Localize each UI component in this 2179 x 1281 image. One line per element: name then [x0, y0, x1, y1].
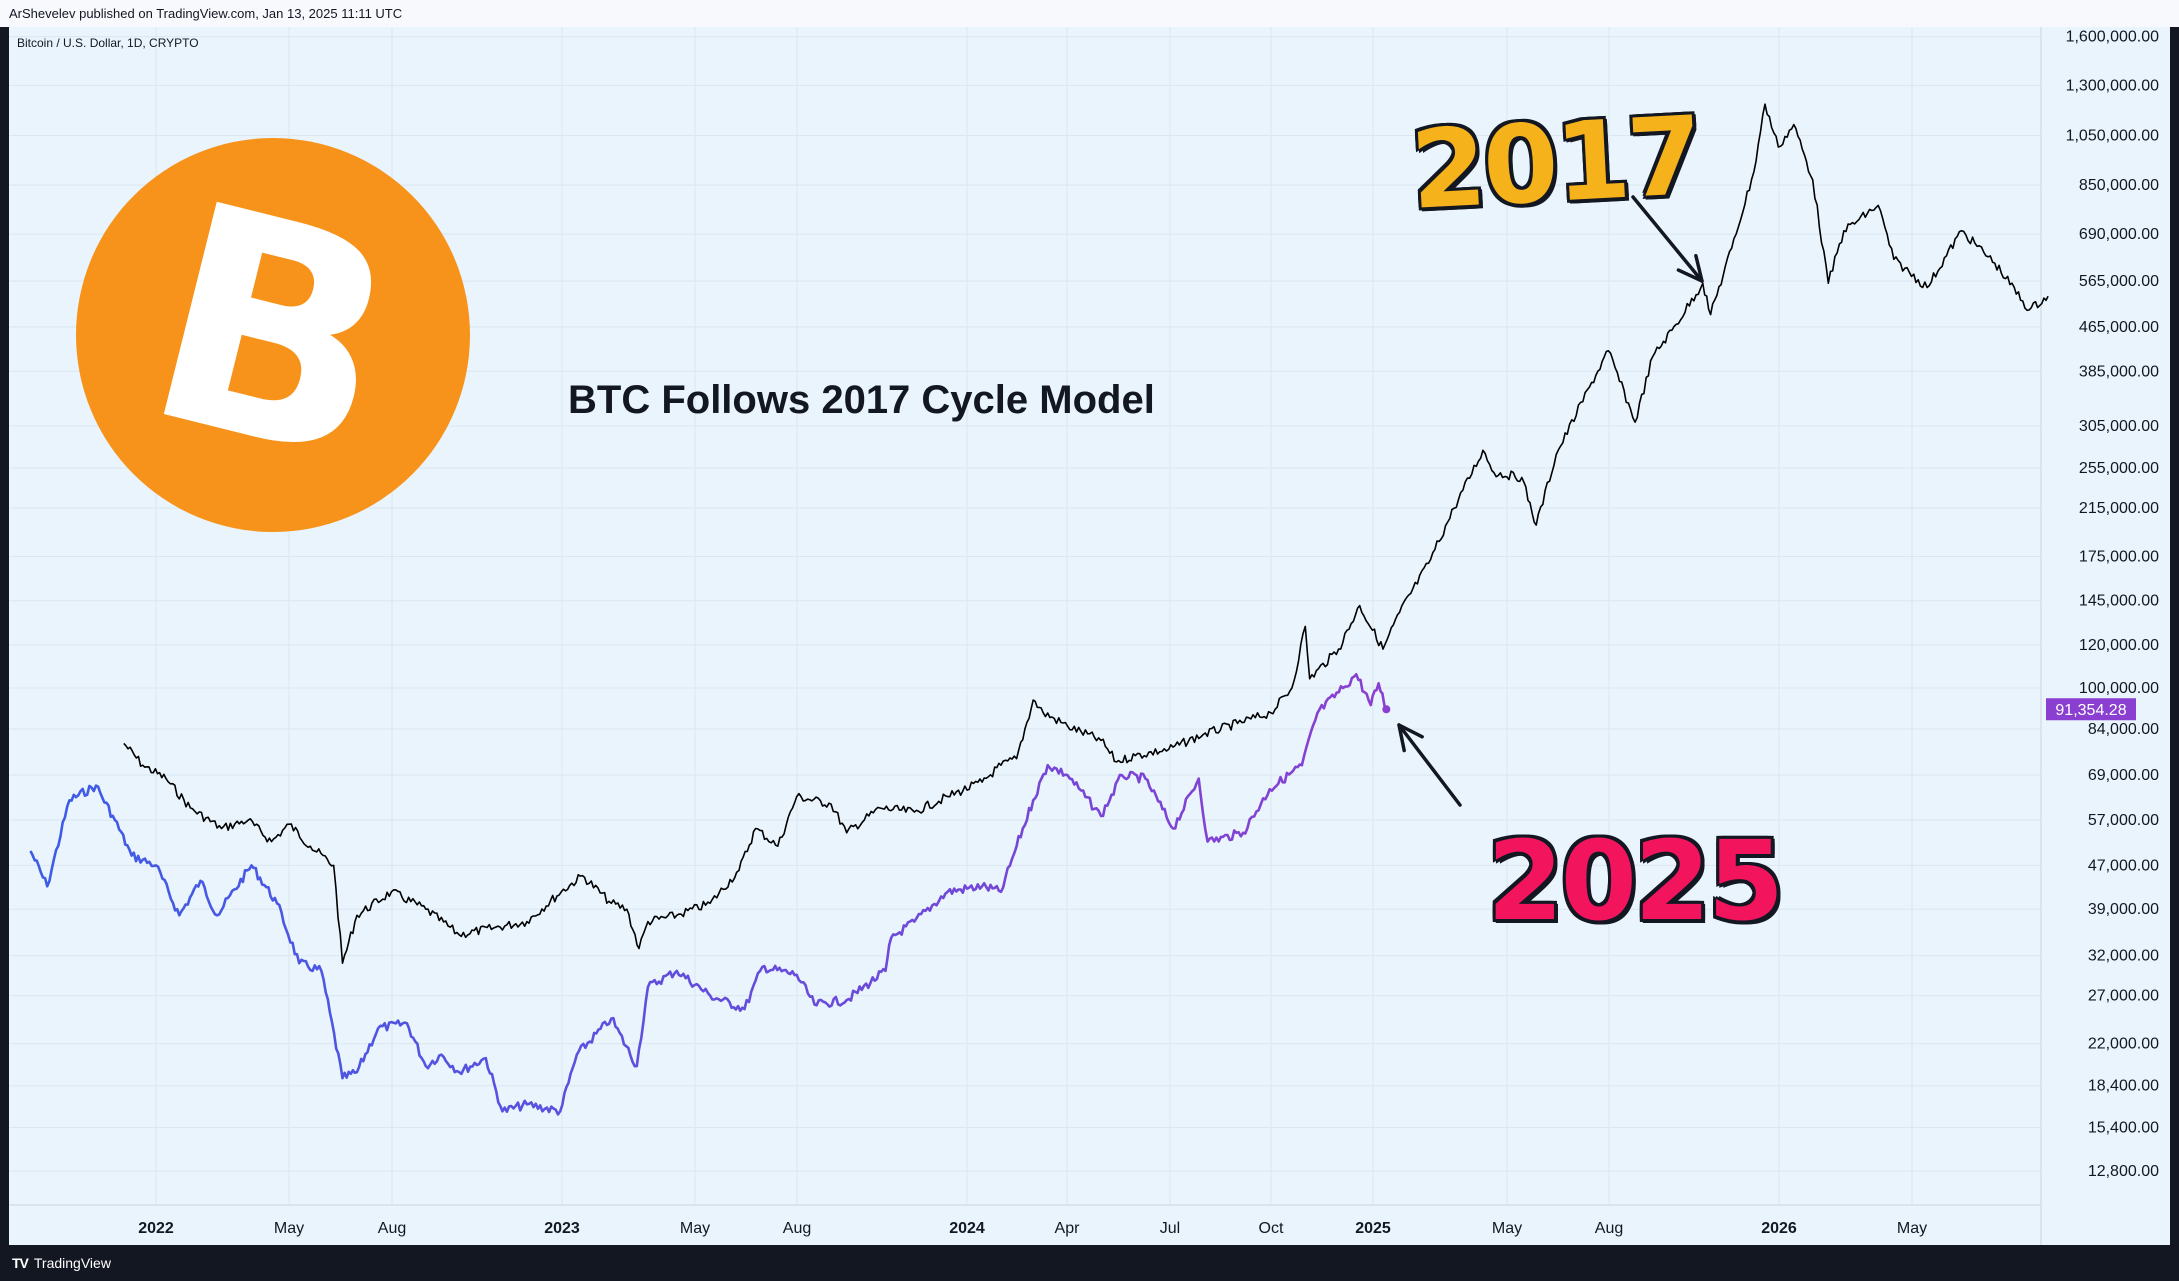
last-price-badge — [2046, 698, 2136, 721]
price-tick-label: 22,000.00 — [2088, 1036, 2159, 1053]
time-tick-label: 2025 — [1355, 1220, 1391, 1237]
arrow-2017 — [1631, 195, 1704, 283]
price-tick-label: 1,050,000.00 — [2066, 128, 2160, 145]
price-tick-label: 120,000.00 — [2079, 637, 2159, 654]
footer-bar: TV TradingView — [0, 1245, 2179, 1281]
chart-area[interactable]: 1,600,000.00 1,300,000.00 1,050,000.00 850,… — [9, 27, 2170, 1245]
time-tick-label: Aug — [378, 1220, 406, 1237]
price-tick-label: 27,000.00 — [2088, 988, 2159, 1005]
symbol-label: Bitcoin / U.S. Dollar, 1D, CRYPTO — [17, 36, 199, 50]
last-price-label: 91,354.28 — [2055, 702, 2126, 719]
price-tick-label: 215,000.00 — [2079, 500, 2159, 517]
bitcoin-logo-icon: B — [76, 138, 470, 532]
publisher-bar: ArShevelev published on TradingView.com,… — [0, 0, 2179, 27]
price-tick-label: 690,000.00 — [2079, 226, 2159, 243]
price-tick-label: 145,000.00 — [2079, 593, 2159, 610]
tradingview-logo-icon[interactable]: TV — [12, 1255, 29, 1271]
last-price-marker — [1382, 705, 1391, 714]
label-2017: 2017 — [1408, 93, 1703, 234]
time-axis: 2022 May Aug 2023 May Aug 2024 Apr Jul Oct 2025 May… — [138, 27, 1927, 1237]
chart-title: BTC Follows 2017 Cycle Model — [568, 378, 1155, 422]
price-tick-label: 1,600,000.00 — [2066, 29, 2160, 46]
price-tick-label: 175,000.00 — [2079, 549, 2159, 566]
price-tick-label: 850,000.00 — [2079, 177, 2159, 194]
price-tick-label: 565,000.00 — [2079, 273, 2159, 290]
price-tick-label: 100,000.00 — [2079, 680, 2159, 697]
price-tick-label: 57,000.00 — [2088, 812, 2159, 829]
series-2025-line[interactable] — [29, 673, 1388, 1116]
time-tick-label: May — [680, 1220, 710, 1237]
time-tick-label: Oct — [1259, 1220, 1284, 1237]
time-tick-label: May — [274, 1220, 304, 1237]
label-2025: 2025 — [1487, 817, 1784, 945]
price-tick-label: 15,400.00 — [2088, 1120, 2159, 1137]
price-tick-label: 47,000.00 — [2088, 857, 2159, 874]
time-tick-label: Apr — [1055, 1220, 1081, 1237]
footer-brand[interactable]: TradingView — [33, 1255, 111, 1271]
price-tick-label: 18,400.00 — [2088, 1078, 2159, 1095]
time-tick-label: 2023 — [544, 1220, 580, 1237]
price-tick-label: 84,000.00 — [2088, 721, 2159, 738]
time-tick-label: Aug — [1595, 1220, 1623, 1237]
price-tick-label: 12,800.00 — [2088, 1163, 2159, 1180]
price-chart[interactable]: 1,600,000.00 1,300,000.00 1,050,000.00 850,… — [9, 27, 2170, 1245]
arrow-2025 — [1397, 723, 1462, 807]
time-tick-label: May — [1492, 1220, 1522, 1237]
time-tick-label: Jul — [1160, 1220, 1180, 1237]
price-tick-label: 305,000.00 — [2079, 418, 2159, 435]
series-2017-line[interactable] — [123, 103, 2049, 964]
price-tick-label: 255,000.00 — [2079, 460, 2159, 477]
time-tick-label: Aug — [783, 1220, 811, 1237]
price-tick-label: 465,000.00 — [2079, 319, 2159, 336]
price-tick-label: 32,000.00 — [2088, 948, 2159, 965]
price-tick-label: 39,000.00 — [2088, 901, 2159, 918]
time-tick-label: 2024 — [949, 1220, 985, 1237]
time-tick-label: May — [1897, 1220, 1927, 1237]
publisher-text: ArShevelev published on TradingView.com,… — [9, 6, 403, 21]
time-tick-label: 2022 — [138, 1220, 174, 1237]
price-tick-label: 1,300,000.00 — [2066, 77, 2160, 94]
price-tick-label: 385,000.00 — [2079, 363, 2159, 380]
price-tick-label: 69,000.00 — [2088, 767, 2159, 784]
time-tick-label: 2026 — [1761, 1220, 1797, 1237]
